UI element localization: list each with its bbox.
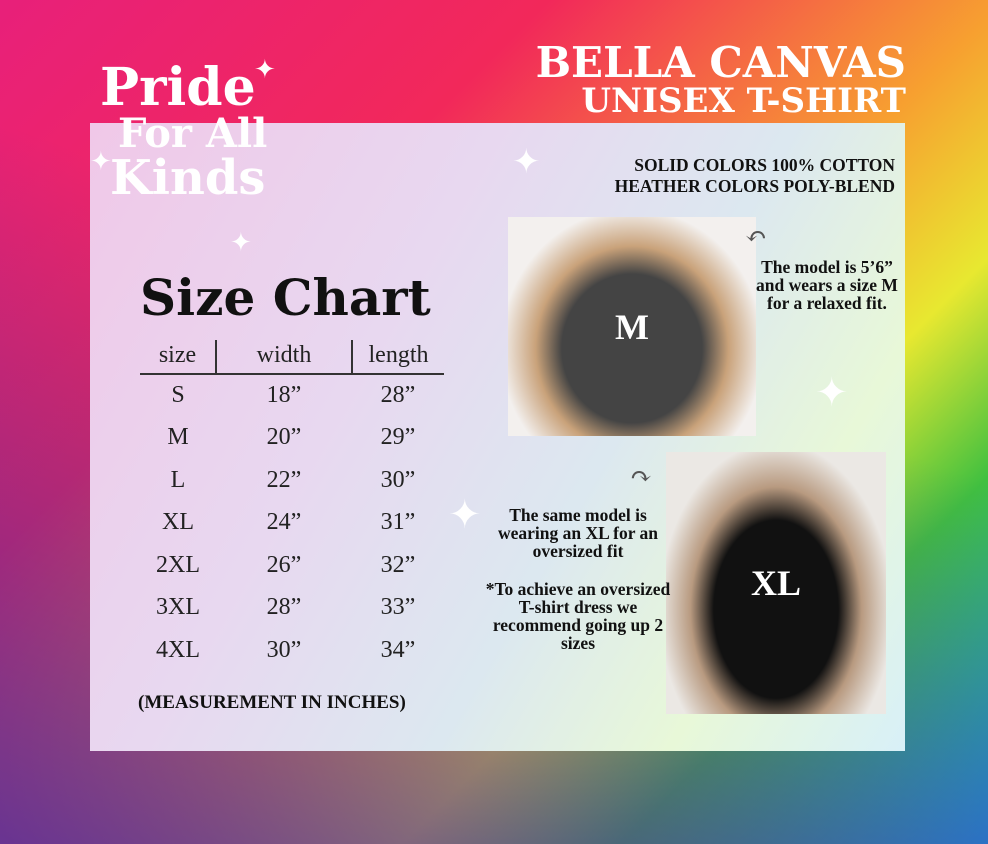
length-cell: 32”	[380, 551, 416, 578]
size-table: size width length S 18” 28” M 20” 29” L 22” 30” X…	[140, 340, 444, 672]
sparkle-icon: ✦	[90, 147, 112, 177]
header-length: length	[351, 340, 444, 375]
sparkle-icon: ✦	[512, 142, 541, 182]
length-cell: 33”	[380, 594, 416, 621]
size-cell: XL	[162, 509, 194, 536]
product-type: UNISEX T-SHIRT	[581, 81, 906, 121]
xl-tip: *To achieve an oversized T-shirt dress w…	[485, 579, 671, 653]
size-cell: S	[171, 382, 185, 409]
width-cell: 26”	[266, 551, 302, 578]
width-cell: 18”	[266, 382, 302, 409]
sparkle-icon: ✦	[230, 228, 252, 258]
table-row: M 20” 29”	[140, 417, 444, 460]
sparkle-icon: ✦	[815, 370, 849, 416]
model-photo-m: M	[508, 217, 756, 436]
fabric-info: SOLID COLORS 100% COTTON HEATHER COLORS …	[615, 155, 895, 197]
table-row: 2XL 26” 32”	[140, 544, 444, 587]
size-cell: 3XL	[156, 594, 200, 621]
length-cell: 29”	[380, 424, 416, 451]
size-chart-title: Size Chart	[140, 268, 431, 327]
width-cell: 24”	[266, 509, 302, 536]
length-cell: 34”	[380, 636, 416, 663]
header-size: size	[140, 340, 216, 375]
sparkle-icon: ✦	[254, 55, 276, 85]
width-cell: 22”	[266, 466, 302, 493]
sparkle-icon: ✦	[448, 492, 482, 538]
curved-arrow-icon: ↶	[745, 222, 767, 252]
m-caption: The model is 5’6” and wears a size M for…	[756, 257, 898, 313]
length-cell: 28”	[380, 382, 416, 409]
brand-heading: BELLA CANVAS UNISEX T-SHIRT	[535, 38, 906, 121]
curved-arrow-icon: ↷	[630, 462, 652, 492]
size-label: XL	[750, 563, 801, 603]
size-cell: 2XL	[156, 551, 200, 578]
fabric-line: SOLID COLORS 100% COTTON	[634, 155, 895, 175]
header-width: width	[215, 340, 352, 375]
logo-line: For All	[118, 110, 268, 157]
size-label: M	[615, 306, 649, 347]
fabric-line: HEATHER COLORS POLY-BLEND	[614, 176, 895, 196]
pride-logo: Pride For All Kinds	[100, 57, 268, 206]
width-cell: 20”	[266, 424, 302, 451]
logo-line: Pride	[100, 57, 256, 118]
table-row: 4XL 30” 34”	[140, 629, 444, 672]
brand-name: BELLA CANVAS	[535, 38, 906, 87]
length-cell: 31”	[380, 509, 416, 536]
size-cell: 4XL	[156, 636, 200, 663]
width-cell: 28”	[266, 594, 302, 621]
width-cell: 30”	[266, 636, 302, 663]
table-row: 3XL 28” 33”	[140, 587, 444, 630]
table-row: L 22” 30”	[140, 459, 444, 502]
size-cell: L	[170, 466, 186, 493]
logo-line: Kinds	[110, 150, 266, 206]
xl-caption: The same model is wearing an XL for an o…	[497, 505, 659, 561]
model-photo-xl: XL	[666, 452, 886, 714]
table-row: S 18” 28”	[140, 374, 444, 417]
measurement-note: (MEASUREMENT IN INCHES)	[138, 692, 406, 713]
size-cell: M	[167, 424, 189, 451]
table-row: XL 24” 31”	[140, 502, 444, 545]
length-cell: 30”	[380, 466, 416, 493]
